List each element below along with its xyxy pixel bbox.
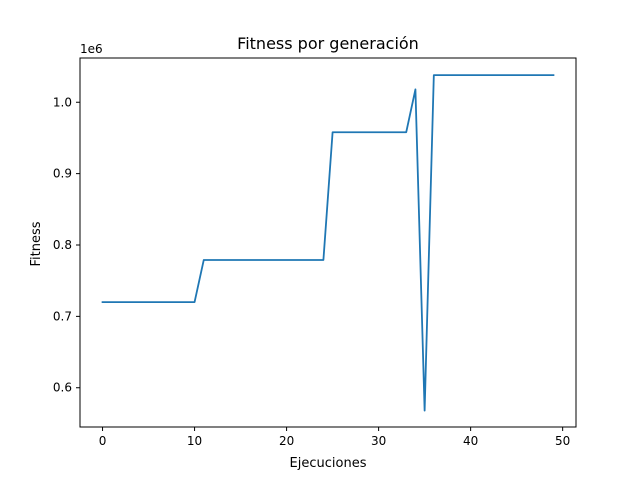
series-line-0: [101, 74, 555, 412]
x-tick-label: 0: [99, 434, 107, 448]
x-tick-label: 20: [279, 434, 294, 448]
y-axis-offset-text: 1e6: [80, 42, 103, 56]
y-tick-label: 1.0: [53, 95, 72, 109]
x-axis-label: Ejecuciones: [290, 456, 367, 471]
y-tick-label: 0.7: [53, 309, 72, 323]
y-tick-label: 0.6: [53, 381, 72, 395]
x-axis-ticks: 0 10 20 30 40 50: [99, 427, 570, 448]
plot-area: [79, 57, 577, 428]
y-tick-label: 0.8: [53, 238, 72, 252]
x-tick-label: 30: [371, 434, 386, 448]
x-tick-label: 10: [187, 434, 202, 448]
axes-frame: [79, 57, 577, 428]
y-tick-label: 0.9: [53, 167, 72, 181]
y-axis-ticks: 0.6 0.7 0.8 0.9 1.0: [53, 95, 80, 395]
chart-title: Fitness por generación: [237, 34, 419, 53]
y-axis-label: Fitness: [29, 221, 44, 266]
x-tick-label: 40: [463, 434, 478, 448]
x-tick-label: 50: [555, 434, 570, 448]
